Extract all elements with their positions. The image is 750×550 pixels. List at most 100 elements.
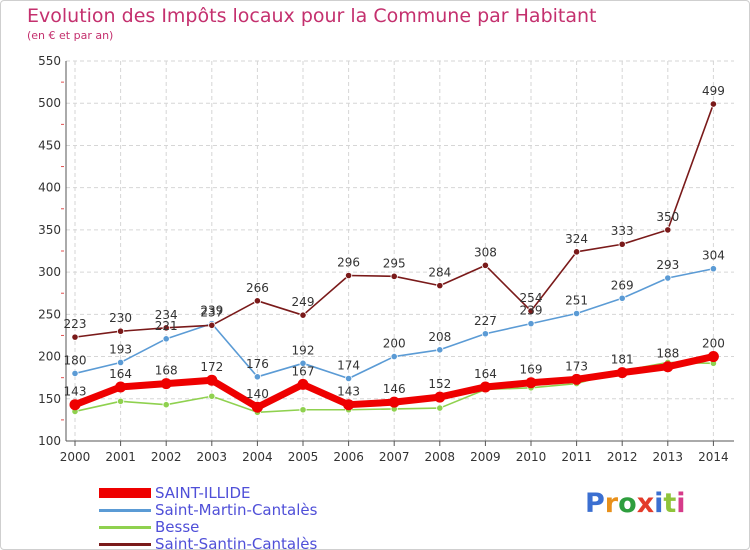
logo-letter: r [604,488,619,519]
chart-title: Evolution des Impôts locaux pour la Comm… [27,5,597,27]
series-saint-illide [69,351,719,413]
legend-label: Saint-Santin-Cantalès [155,535,318,550]
data-point [436,282,444,290]
data-point [344,271,353,280]
chart-subtitle: (en € et par an) [27,29,114,42]
data-label: 200 [383,337,406,351]
y-tick-label: 450 [38,138,61,152]
series-saint-martin-cantal-s [71,265,718,383]
x-tick-label: 2014 [698,450,729,464]
x-tick-label: 2000 [60,450,91,464]
data-label: 239 [520,304,543,318]
data-point [481,261,489,269]
logo-letter: i [654,488,664,519]
data-label: 295 [383,256,406,270]
legend-swatch [99,526,151,529]
data-label: 188 [656,347,679,361]
data-label: 499 [702,84,725,98]
data-label: 140 [246,387,269,401]
data-label: 208 [428,330,451,344]
legend-label: Saint-Martin-Cantalès [155,501,318,519]
y-tick-label: 400 [38,181,61,195]
series-layer [69,100,719,416]
data-point [117,327,125,335]
data-point [344,374,353,383]
y-tick-label: 350 [38,223,61,237]
x-tick-label: 2005 [288,450,319,464]
data-label: 180 [64,353,87,367]
data-point [343,399,355,411]
x-tick-label: 2011 [561,450,592,464]
data-label: 164 [109,367,132,381]
data-label: 152 [428,377,451,391]
data-label: 173 [565,359,588,373]
data-point [479,381,491,393]
data-point [571,373,583,385]
data-point [71,369,79,378]
data-point [572,309,581,318]
data-point [664,226,672,234]
data-label: 200 [702,337,725,351]
logo-letter: o [618,488,637,519]
data-point [71,333,79,341]
data-point [481,330,489,338]
data-point [299,311,307,319]
data-label: 266 [246,281,269,295]
proxiti-logo: Proxiti [585,488,686,519]
data-label: 251 [565,293,588,307]
data-label: 254 [520,291,543,305]
data-label: 192 [292,343,315,357]
data-label: 308 [474,245,497,259]
data-label: 143 [64,385,87,399]
legend-swatch [99,509,151,512]
data-point [525,377,537,389]
data-label: 234 [155,308,178,322]
data-point [208,392,216,400]
data-point [707,351,719,363]
x-tick-label: 2012 [607,450,638,464]
data-label: 249 [292,295,315,309]
data-point [160,378,172,390]
data-point [206,374,218,386]
data-label: 167 [292,364,315,378]
data-label: 230 [109,311,132,325]
data-point [618,294,626,302]
data-label: 174 [337,359,360,373]
data-point [527,307,535,315]
series-saint-santin-cantal-s [71,100,718,341]
data-point [251,401,263,413]
data-label: 237 [200,305,223,319]
x-tick-label: 2001 [105,450,136,464]
legend-swatch [99,488,151,498]
y-tick-label: 150 [38,392,61,406]
data-label: 239 [200,304,223,318]
data-label: 333 [611,224,634,238]
data-label: 181 [611,353,634,367]
y-tick-label: 250 [38,307,61,321]
data-label: 223 [64,317,87,331]
data-point [162,401,170,409]
y-tick-label: 100 [38,434,61,448]
data-point [297,378,309,390]
data-point [388,396,400,408]
x-tick-label: 2008 [425,450,456,464]
y-tick-label: 200 [38,350,61,364]
data-point [390,272,398,280]
data-label: 293 [656,258,679,272]
data-point [253,373,261,381]
x-tick-label: 2006 [333,450,364,464]
data-point [618,240,626,248]
data-label: 169 [520,363,543,377]
data-point [117,358,125,367]
data-label: 296 [337,255,360,269]
x-tick-label: 2013 [653,450,684,464]
legend-label: Besse [155,518,200,536]
data-label: 176 [246,357,269,371]
data-point [436,404,444,412]
data-point [709,265,718,273]
data-point [390,352,398,361]
data-point [115,381,127,393]
label-layer: 180 193 221 239 176 192 174 200 208 227 239 251 269 2… [64,84,725,401]
